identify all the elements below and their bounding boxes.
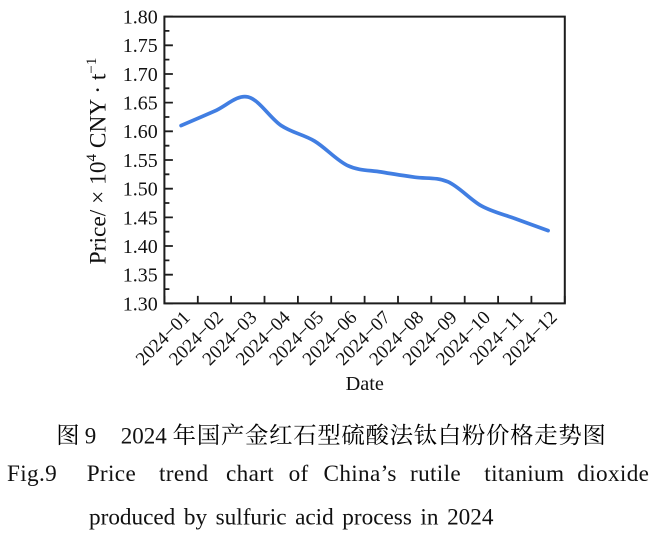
svg-text:China’s: China’s bbox=[324, 461, 397, 487]
svg-text:1.65: 1.65 bbox=[123, 93, 158, 115]
svg-text:Date: Date bbox=[346, 373, 384, 395]
svg-text:1.75: 1.75 bbox=[123, 35, 158, 57]
svg-text:chart: chart bbox=[226, 461, 274, 487]
svg-text:Price/ × 104 CNY · t−1: Price/ × 104 CNY · t−1 bbox=[84, 58, 112, 265]
svg-text:1.80: 1.80 bbox=[123, 7, 158, 29]
svg-text:trend: trend bbox=[159, 461, 208, 487]
svg-text:1.35: 1.35 bbox=[123, 265, 158, 287]
svg-text:Price: Price bbox=[87, 461, 136, 487]
svg-text:of: of bbox=[289, 461, 309, 487]
svg-text:rutile: rutile bbox=[410, 461, 461, 487]
svg-text:1.55: 1.55 bbox=[123, 150, 158, 172]
svg-text:1.30: 1.30 bbox=[123, 293, 158, 315]
svg-text:1.40: 1.40 bbox=[123, 236, 158, 258]
svg-text:1.70: 1.70 bbox=[123, 64, 158, 86]
svg-text:1.45: 1.45 bbox=[123, 207, 158, 229]
svg-text:dioxide: dioxide bbox=[577, 461, 649, 487]
svg-text:9: 9 bbox=[85, 423, 97, 448]
svg-text:1.60: 1.60 bbox=[123, 121, 158, 143]
svg-text:2024: 2024 bbox=[121, 423, 168, 448]
svg-text:1.50: 1.50 bbox=[123, 179, 158, 201]
svg-text:produced by sulfuric acid proc: produced by sulfuric acid process in 202… bbox=[89, 505, 494, 531]
svg-text:Fig.9: Fig.9 bbox=[7, 461, 57, 487]
svg-text:titanium: titanium bbox=[484, 461, 564, 487]
